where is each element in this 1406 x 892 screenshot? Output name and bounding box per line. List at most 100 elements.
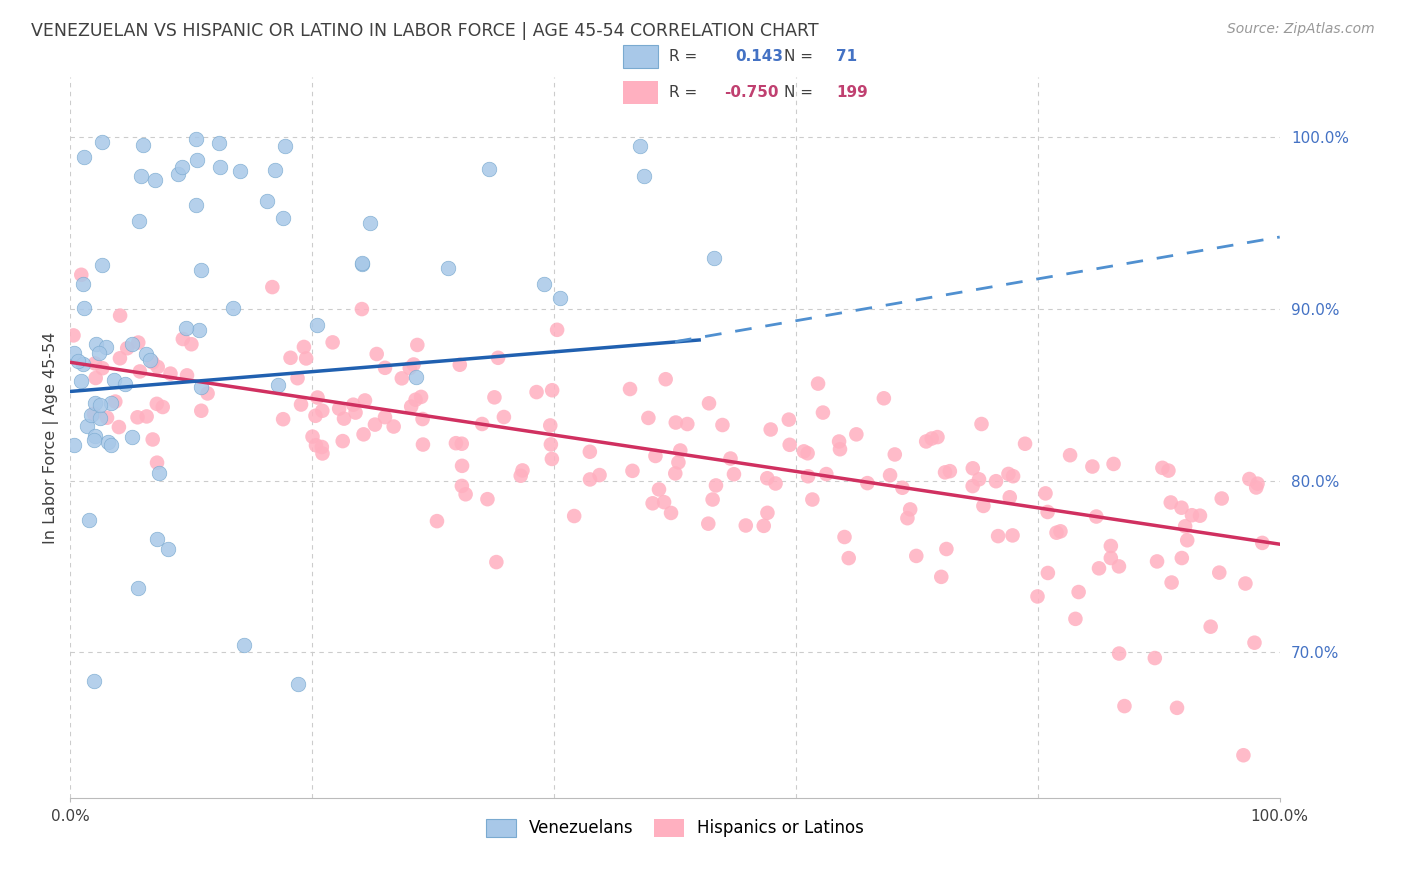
Point bbox=[697, 516, 720, 531]
Point bbox=[838, 551, 860, 566]
Point bbox=[815, 467, 838, 481]
Point bbox=[256, 194, 278, 208]
Point bbox=[186, 153, 208, 168]
Point bbox=[891, 481, 914, 495]
Point bbox=[97, 435, 120, 450]
Point bbox=[896, 511, 918, 525]
Point bbox=[807, 376, 830, 391]
Point bbox=[1234, 576, 1257, 591]
Text: -0.750: -0.750 bbox=[724, 86, 779, 101]
Point bbox=[135, 347, 157, 361]
Point bbox=[159, 367, 181, 381]
Point bbox=[233, 638, 256, 652]
Point bbox=[307, 391, 329, 405]
Point bbox=[91, 361, 114, 376]
Point bbox=[1014, 436, 1036, 450]
Point bbox=[1160, 575, 1182, 590]
Point bbox=[676, 417, 699, 431]
Point bbox=[274, 139, 297, 153]
Point bbox=[1160, 495, 1182, 509]
Point bbox=[146, 532, 169, 546]
Point bbox=[170, 160, 193, 174]
Point bbox=[444, 436, 467, 450]
Point bbox=[176, 368, 198, 383]
Point bbox=[280, 351, 302, 365]
Point bbox=[659, 506, 682, 520]
Point bbox=[402, 358, 425, 372]
Point bbox=[962, 479, 984, 493]
Point bbox=[135, 409, 157, 424]
Point bbox=[720, 451, 742, 466]
Text: 199: 199 bbox=[837, 86, 868, 101]
Point bbox=[828, 434, 851, 449]
Point bbox=[915, 434, 938, 449]
Text: VENEZUELAN VS HISPANIC OR LATINO IN LABOR FORCE | AGE 45-54 CORRELATION CHART: VENEZUELAN VS HISPANIC OR LATINO IN LABO… bbox=[31, 22, 818, 40]
Point bbox=[128, 214, 150, 228]
Text: N =: N = bbox=[785, 86, 813, 101]
Point bbox=[374, 360, 396, 375]
Point bbox=[426, 514, 449, 528]
Point bbox=[127, 410, 149, 425]
Text: N =: N = bbox=[785, 49, 813, 64]
Point bbox=[364, 417, 387, 432]
Point bbox=[845, 427, 868, 442]
Point bbox=[533, 277, 555, 291]
Point bbox=[935, 541, 957, 556]
Point bbox=[1174, 519, 1197, 533]
Point bbox=[76, 418, 98, 433]
Point bbox=[311, 440, 333, 454]
Point bbox=[167, 167, 190, 181]
Point bbox=[998, 490, 1021, 504]
Point bbox=[1045, 525, 1067, 540]
Point bbox=[114, 377, 136, 392]
Point bbox=[127, 581, 149, 595]
Point bbox=[929, 570, 952, 584]
Point bbox=[70, 375, 93, 389]
Point bbox=[188, 323, 211, 337]
Point bbox=[84, 429, 107, 443]
Point bbox=[391, 371, 413, 385]
Point bbox=[546, 323, 568, 337]
Point bbox=[1143, 651, 1166, 665]
Point bbox=[409, 390, 432, 404]
Point bbox=[1036, 566, 1059, 580]
Point bbox=[190, 380, 212, 394]
Point bbox=[180, 337, 202, 351]
Point bbox=[540, 437, 562, 451]
Point bbox=[359, 216, 381, 230]
Point bbox=[704, 478, 727, 492]
Point bbox=[287, 371, 309, 385]
Point bbox=[759, 423, 782, 437]
Point bbox=[1232, 748, 1254, 763]
Point bbox=[307, 318, 329, 333]
Point bbox=[752, 519, 775, 533]
Point bbox=[142, 433, 165, 447]
Point bbox=[184, 131, 207, 145]
Point bbox=[449, 358, 471, 372]
Point bbox=[108, 309, 131, 323]
Point bbox=[121, 430, 143, 444]
Bar bbox=[623, 45, 658, 69]
Point bbox=[66, 353, 89, 368]
Text: R =: R = bbox=[669, 49, 697, 64]
Point bbox=[669, 443, 692, 458]
Point bbox=[292, 340, 315, 354]
Point bbox=[129, 169, 152, 183]
Point bbox=[129, 364, 152, 378]
Point bbox=[898, 502, 921, 516]
Point bbox=[485, 555, 508, 569]
Point bbox=[1157, 464, 1180, 478]
Point bbox=[723, 467, 745, 482]
Point bbox=[934, 466, 956, 480]
Point bbox=[1035, 486, 1057, 500]
Point bbox=[1108, 647, 1130, 661]
Point bbox=[1170, 500, 1192, 515]
Point bbox=[146, 359, 169, 374]
Point bbox=[756, 471, 779, 485]
Point bbox=[115, 341, 138, 355]
Point bbox=[665, 416, 688, 430]
Point bbox=[921, 432, 943, 446]
Point bbox=[648, 483, 671, 497]
Point bbox=[478, 162, 501, 177]
Point bbox=[654, 372, 676, 386]
